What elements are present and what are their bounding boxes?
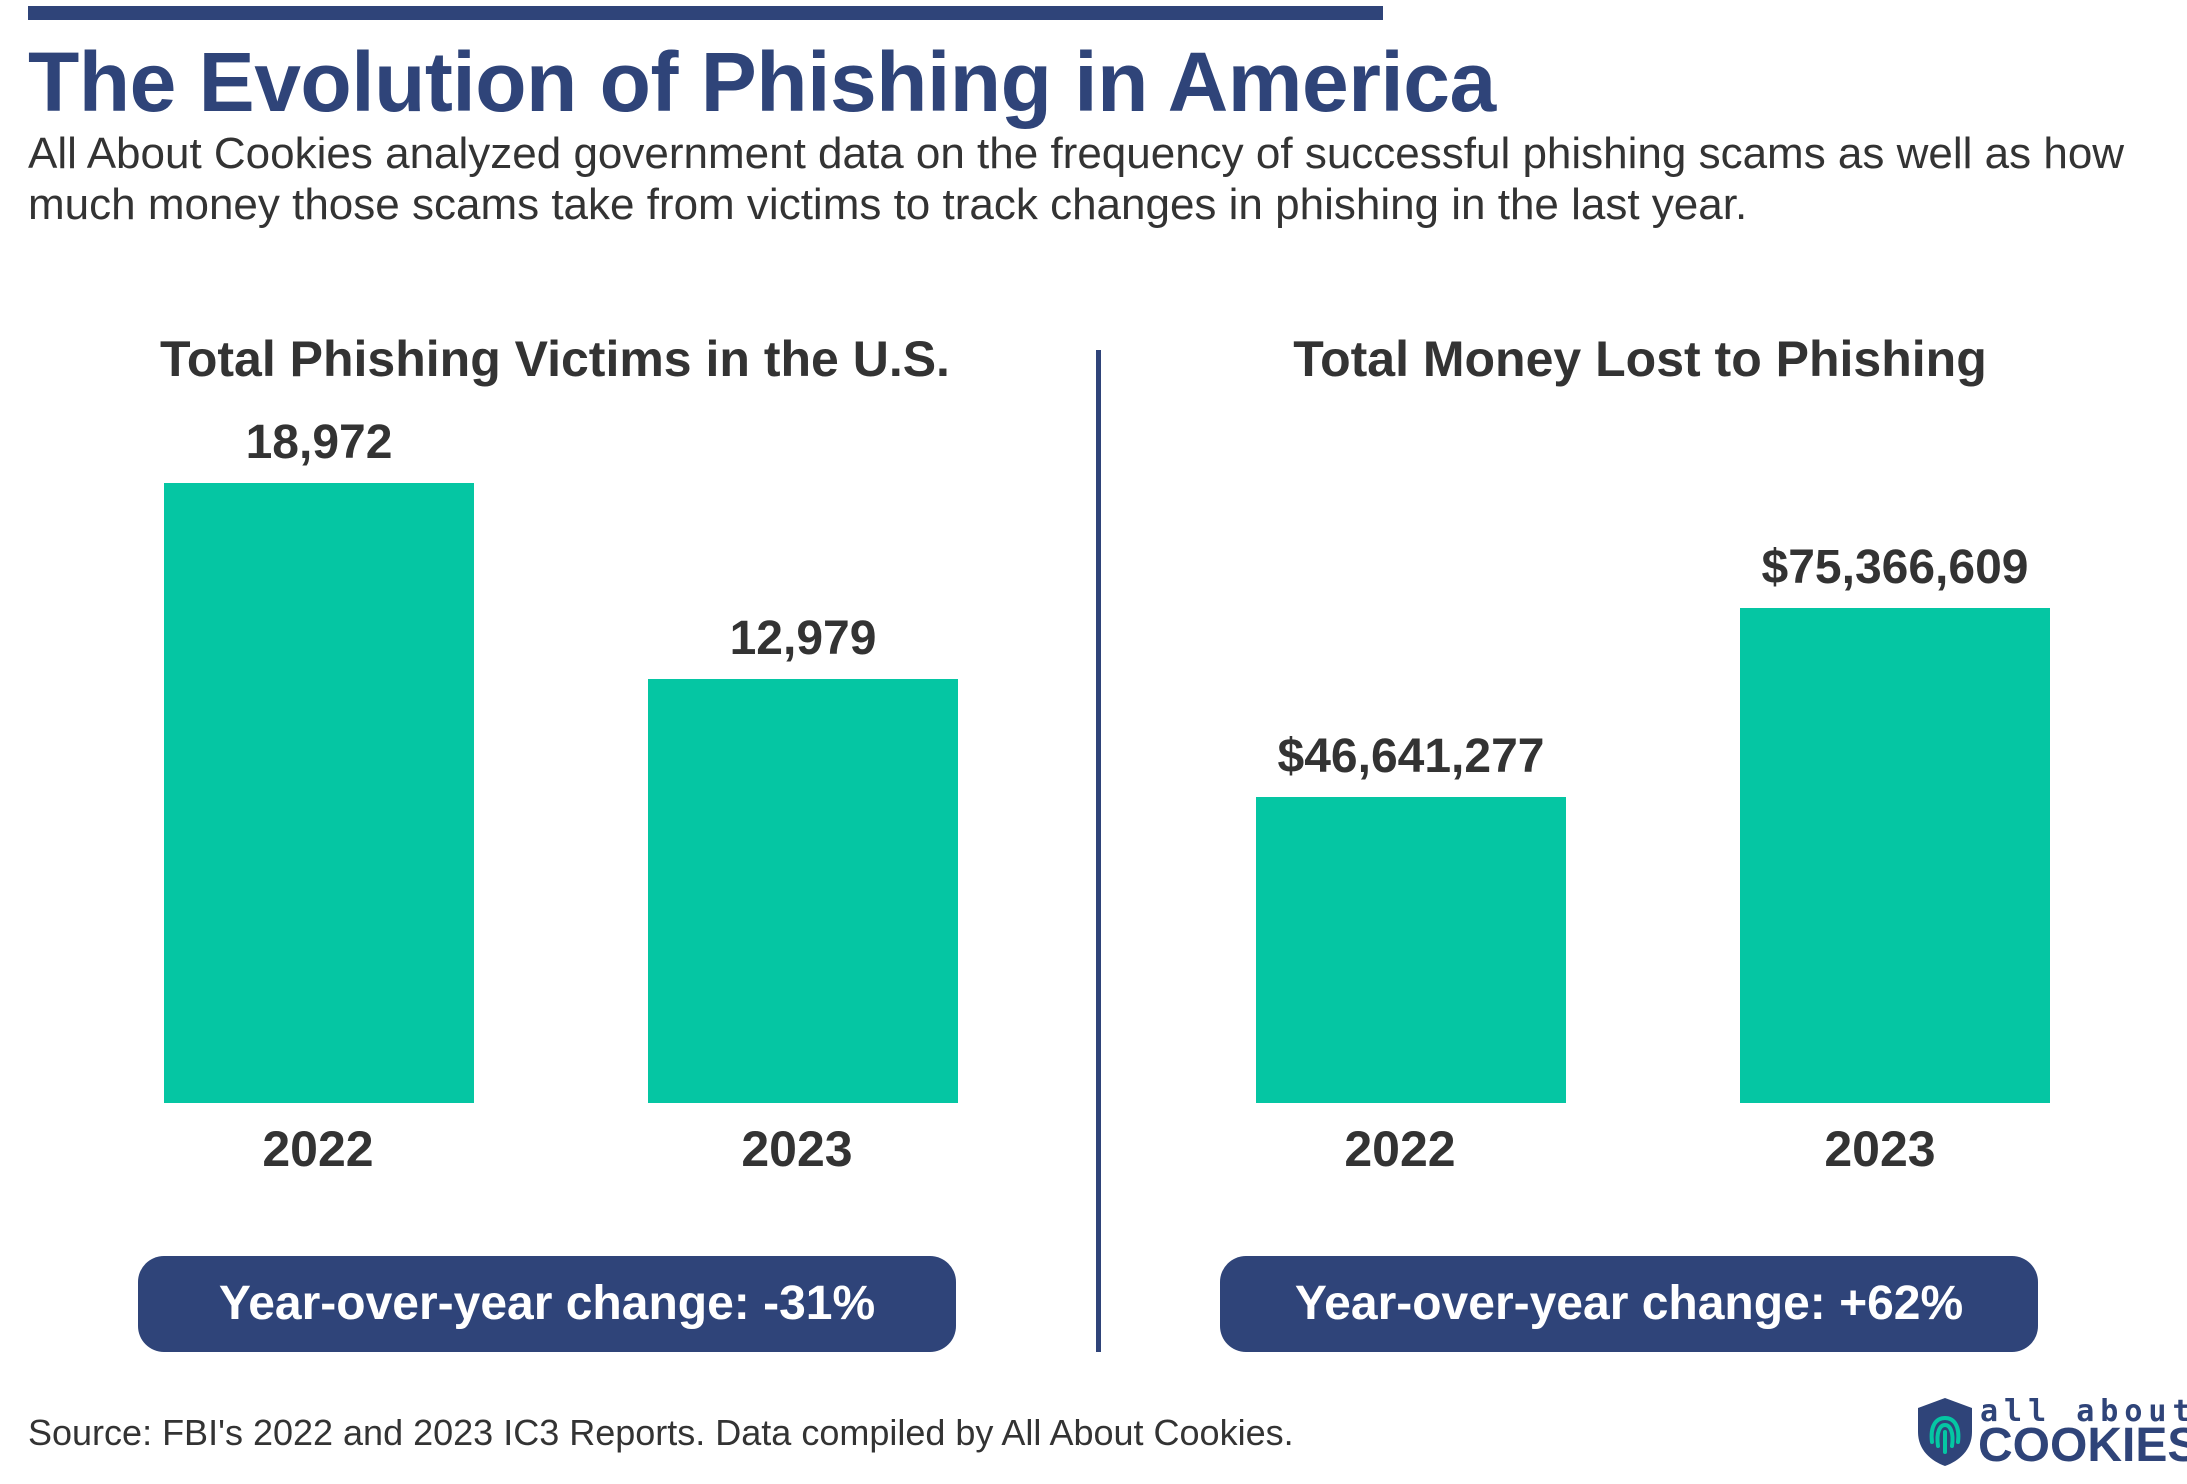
bar-money-2023 xyxy=(1740,608,2050,1103)
source-note: Source: FBI's 2022 and 2023 IC3 Reports.… xyxy=(28,1412,1294,1453)
category-label-money-2023: 2023 xyxy=(1824,1121,1936,1177)
yoy-change-badge-money: Year-over-year change: +62% xyxy=(1220,1256,2038,1352)
chart-divider xyxy=(1096,350,1101,1352)
page-title: The Evolution of Phishing in America xyxy=(28,35,1496,129)
category-label-victims-2023: 2023 xyxy=(741,1121,853,1177)
header-rule xyxy=(28,6,1383,20)
fingerprint-shield-icon xyxy=(1918,1398,1972,1466)
chart-title-victims: Total Phishing Victims in the U.S. xyxy=(160,331,950,387)
logo-text-top: all about xyxy=(1980,1394,2187,1429)
page-subtitle: All About Cookies analyzed government da… xyxy=(28,129,2125,229)
logo-text-bottom: COOKIES xyxy=(1978,1419,2187,1472)
category-label-money-2022: 2022 xyxy=(1344,1121,1456,1177)
bar-victims-2023 xyxy=(648,678,958,1103)
category-label-victims-2022: 2022 xyxy=(262,1121,374,1177)
value-label-victims-2023: 12,979 xyxy=(729,611,877,665)
yoy-change-badge-victims: Year-over-year change: -31% xyxy=(138,1256,956,1352)
value-label-money-2023: $75,366,609 xyxy=(1761,541,2029,594)
chart-title-money: Total Money Lost to Phishing xyxy=(1293,331,1987,387)
bar-victims-2022 xyxy=(164,483,474,1103)
brand-logo: all about COOKIES xyxy=(1914,1394,2187,1474)
value-label-victims-2022: 18,972 xyxy=(245,416,393,469)
value-label-money-2022: $46,641,277 xyxy=(1277,729,1545,783)
bar-money-2022 xyxy=(1256,796,1566,1103)
